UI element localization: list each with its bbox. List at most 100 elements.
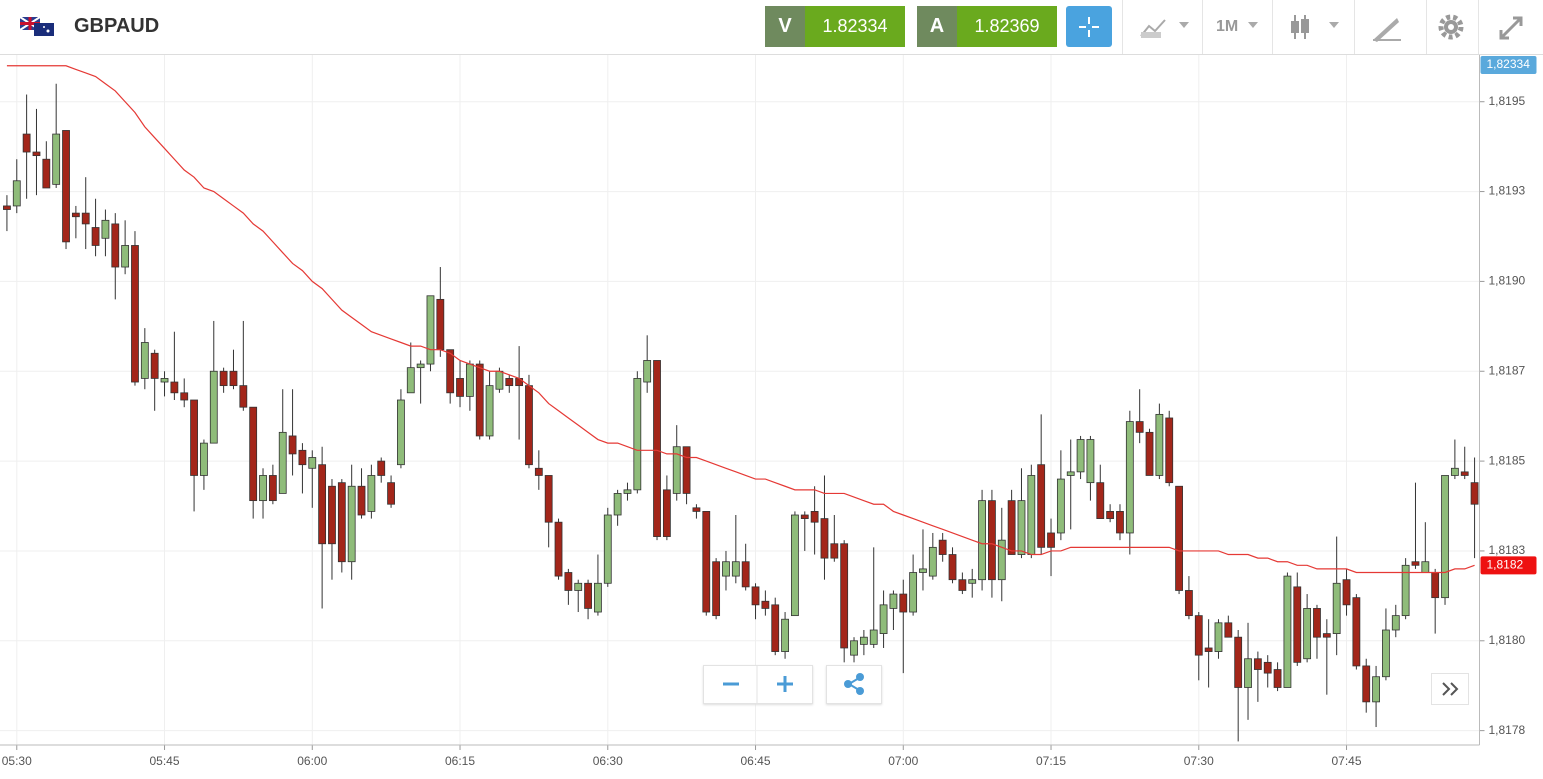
candle-body (909, 572, 918, 613)
candle-body (1342, 579, 1351, 606)
fullscreen-button[interactable] (1478, 0, 1543, 54)
candle-body (889, 593, 898, 609)
y-tick-label: 1,8180 (1489, 633, 1526, 647)
candle-body (781, 618, 789, 652)
candle-body (1273, 669, 1282, 688)
candle-body (1175, 485, 1183, 591)
candle-body (239, 385, 248, 408)
candle-body (1253, 658, 1262, 670)
candle-body (1007, 500, 1016, 555)
candle-body (288, 435, 297, 455)
candle-body (357, 485, 366, 516)
candle-body (318, 464, 327, 545)
candle-body (229, 370, 238, 387)
candle-type-button[interactable] (1272, 0, 1355, 54)
candle-body (219, 370, 228, 387)
candle-body (1017, 500, 1026, 555)
candle-body (485, 385, 494, 437)
candle-body (446, 349, 455, 394)
candle-body (387, 482, 395, 505)
scroll-icon (1442, 682, 1459, 696)
candle-body (121, 245, 130, 268)
candle-body (1086, 439, 1095, 484)
share-icon (844, 673, 864, 695)
candle-body (1204, 647, 1213, 652)
candle-body (1145, 431, 1154, 476)
candle-body (722, 561, 730, 577)
y-tick-label: 1,8195 (1489, 94, 1526, 108)
candle-body (731, 561, 740, 577)
sell-price[interactable]: 1.82334 (805, 6, 905, 47)
candle-body (643, 360, 652, 383)
candle-body (997, 539, 1006, 581)
candle-body (554, 521, 563, 577)
candle-body (741, 561, 750, 588)
candle-body (594, 582, 602, 613)
candle-body (1293, 586, 1302, 663)
candle-body (791, 514, 799, 617)
candle-body (1155, 413, 1164, 476)
settings-button[interactable] (1426, 0, 1479, 54)
zoom-controls (703, 665, 813, 704)
candle-body (1450, 467, 1459, 476)
candle-body (948, 554, 957, 581)
candle-body (298, 449, 307, 466)
candle-body (367, 475, 376, 512)
candle-body (268, 475, 277, 502)
candle-body (1066, 471, 1075, 476)
candle-body (249, 406, 258, 502)
candle-body (1362, 665, 1371, 703)
candle-body (416, 363, 425, 369)
candle-body (653, 360, 661, 537)
crosshair-button[interactable] (1066, 6, 1112, 47)
candle-body (12, 180, 21, 207)
y-tick-label: 1,8178 (1489, 723, 1526, 737)
sell-label[interactable]: V (765, 6, 805, 47)
price-label-box (1480, 556, 1537, 575)
candle-body (810, 511, 819, 523)
buy-price[interactable]: 1.82369 (957, 6, 1057, 47)
candle-body (1096, 482, 1105, 519)
candle-body (525, 385, 533, 466)
candle-body (534, 467, 543, 476)
chart-type-button[interactable] (1122, 0, 1203, 54)
candle-body (1303, 608, 1312, 660)
candle-body (475, 363, 484, 437)
candle-body (1244, 658, 1252, 688)
price-label-box (1480, 56, 1537, 74)
x-tick-label: 06:15 (445, 754, 475, 768)
candle-body (682, 446, 691, 494)
candle-body (328, 485, 336, 545)
candle-body (1125, 421, 1134, 534)
candle-body (1352, 597, 1361, 667)
x-tick-label: 07:45 (1332, 754, 1362, 768)
candle-body (1185, 590, 1193, 617)
candle-body (436, 298, 445, 351)
timeframe-button[interactable] (1202, 0, 1273, 54)
timeframe[interactable]: 1M (1216, 18, 1239, 35)
chart-type-icon (1140, 19, 1189, 38)
x-tick-label: 07:30 (1184, 754, 1214, 768)
candle-body (672, 446, 681, 494)
candle-body (111, 223, 120, 268)
candle-body (603, 514, 612, 584)
draw-icon (1373, 18, 1401, 42)
candle-body (800, 514, 809, 519)
draw-button[interactable] (1354, 0, 1427, 54)
scroll-right-button[interactable] (1431, 673, 1469, 705)
candle-body (81, 212, 90, 225)
candle-body (702, 511, 711, 613)
share-button[interactable] (826, 665, 882, 704)
symbol: GBPAUD (74, 15, 160, 37)
candle-body (456, 378, 464, 397)
y-tick-label: 1,8190 (1489, 274, 1526, 288)
x-tick-label: 05:30 (2, 754, 32, 768)
candle-body (633, 378, 642, 491)
candle-body (840, 543, 849, 649)
buy-label[interactable]: A (917, 6, 957, 47)
candle-body (259, 475, 267, 502)
candle-body (278, 431, 287, 494)
candle-body (988, 500, 996, 581)
candle-body (406, 367, 415, 394)
